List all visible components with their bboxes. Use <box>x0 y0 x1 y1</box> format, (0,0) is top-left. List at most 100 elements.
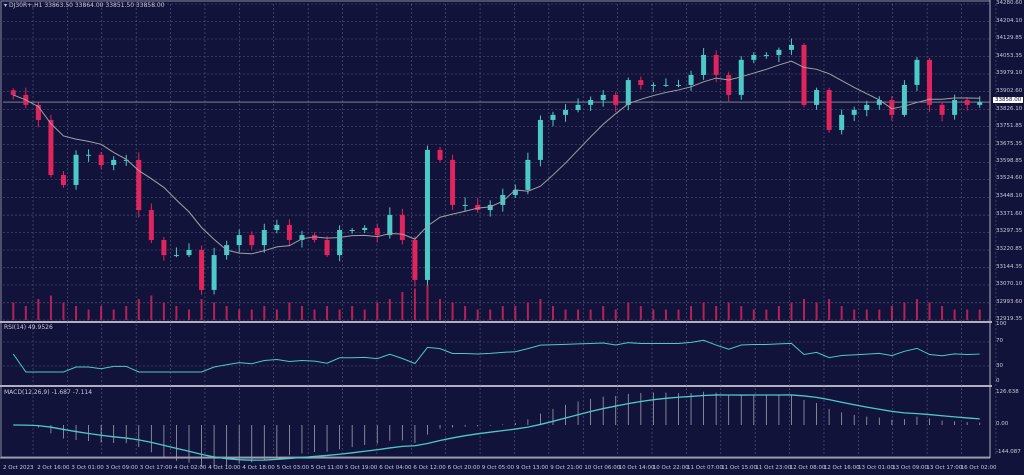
candle-body <box>876 100 882 105</box>
candle-body <box>123 159 129 161</box>
symbol-header: ▾ DJ30R+,H1 33863.50 33864.00 33851.50 3… <box>4 2 165 9</box>
candle-body <box>839 114 845 130</box>
volume-bar <box>627 302 630 320</box>
rsi-line <box>12 339 980 373</box>
panel-divider <box>0 321 992 323</box>
candle-body <box>927 59 933 105</box>
volume-bar <box>639 306 642 320</box>
price-axis-label: 33826.10 <box>996 105 1023 112</box>
time-axis-label: 10 Oct 22:00 <box>652 465 689 471</box>
volume-bar <box>351 306 354 320</box>
volume-bar <box>564 309 567 320</box>
candle-body <box>525 159 531 190</box>
time-axis-label: 11 Oct 15:00 <box>721 465 758 471</box>
macd-axis-label: 126.638 <box>996 389 1019 395</box>
volume-bar <box>476 309 479 320</box>
macd-label: MACD(12,26,9) -1.687 -7.114 <box>4 389 93 396</box>
candle-body <box>274 224 280 231</box>
time-axis-label: 5 Oct 11:00 <box>310 465 344 471</box>
volume-bar <box>150 295 153 320</box>
volume-bar <box>589 309 592 320</box>
macd-axis-label: -144.087 <box>996 449 1021 455</box>
volume-bar <box>275 309 278 320</box>
volume-bar <box>966 309 969 320</box>
volume-bar <box>978 309 981 320</box>
candle-body <box>688 74 694 85</box>
volume-bar <box>238 309 241 320</box>
price-axis-label: 34280.60 <box>996 0 1023 6</box>
volume-bar <box>313 309 316 320</box>
candle-body <box>889 100 895 115</box>
time-axis-label: 16 Oct 02:00 <box>960 465 997 471</box>
candle-body <box>701 54 707 75</box>
volume-bar <box>828 299 831 320</box>
collapse-triangle-icon[interactable]: ▾ <box>4 2 8 9</box>
time-axis-label: 13 Oct 01:00 <box>858 465 894 471</box>
candle-body <box>964 100 970 105</box>
time-axis-label: 4 Oct 10:00 <box>208 465 241 471</box>
volume-bar <box>213 302 216 320</box>
price-axis-label: 33675.35 <box>996 140 1023 147</box>
volume-bar <box>953 309 956 320</box>
candle-body <box>236 235 242 246</box>
candle-body <box>249 235 255 246</box>
volume-bar <box>878 309 881 320</box>
time-axis-label: 6 Oct 20:00 <box>447 465 480 471</box>
time-axis-label: 12 Oct 08:00 <box>789 465 826 471</box>
volume-bar <box>451 302 454 320</box>
volume-bar <box>125 306 128 320</box>
candle-body <box>663 84 669 86</box>
candle-body <box>675 84 681 86</box>
volume-bar <box>413 288 416 320</box>
volume-bar <box>363 309 366 320</box>
price-axis-label: 33979.10 <box>996 69 1023 76</box>
time-axis-label: 2 Oct 16:00 <box>37 465 70 471</box>
candle-body <box>424 149 430 280</box>
time-axis-label: 4 Oct 02:00 <box>174 465 207 471</box>
candle-body <box>337 230 343 256</box>
candle-body <box>952 100 958 115</box>
volume-bar <box>614 309 617 320</box>
candle-body <box>763 54 769 56</box>
volume-bar <box>815 302 818 320</box>
candle-body <box>60 174 66 185</box>
candle-body <box>788 44 794 50</box>
candle-body <box>148 210 154 240</box>
candle-body <box>776 49 782 55</box>
volume-bar <box>489 309 492 320</box>
candle-body <box>324 239 330 256</box>
volume-bar <box>577 309 580 320</box>
candle-body <box>199 249 205 290</box>
candle-body <box>10 90 16 95</box>
time-axis-label: 6 Oct 04:00 <box>379 465 412 471</box>
volume-bar <box>702 302 705 320</box>
volume-bar <box>112 309 115 320</box>
volume-bar <box>740 306 743 320</box>
candle-body <box>550 114 556 120</box>
rsi-axis-label: 30 <box>996 363 1003 369</box>
price-axis-label: 33902.60 <box>996 87 1023 94</box>
time-axis-label: 13 Oct 09:00 <box>892 465 929 471</box>
candle-body <box>261 230 267 246</box>
volume-bar <box>664 309 667 320</box>
volume-bar <box>263 306 266 320</box>
candle-body <box>487 204 493 211</box>
price-axis-label: 33144.35 <box>996 263 1023 270</box>
volume-bar <box>288 302 291 320</box>
candle-body <box>512 189 518 195</box>
time-axis-label: 5 Oct 03:00 <box>276 465 309 471</box>
candle-body <box>901 84 907 115</box>
candle-body <box>73 154 79 185</box>
candle-body <box>48 119 54 175</box>
time-axis-label: 12 Oct 16:00 <box>823 465 860 471</box>
volume-bar <box>539 299 542 320</box>
price-axis-label: 33448.10 <box>996 193 1023 200</box>
price-axis-label: 33297.35 <box>996 228 1023 235</box>
candle-body <box>312 235 318 240</box>
price-axis-label: 33220.85 <box>996 246 1023 252</box>
macd-signal-line <box>13 394 980 461</box>
volume-bar <box>551 306 554 320</box>
volume-bar <box>175 306 178 320</box>
candle-body <box>826 90 832 130</box>
